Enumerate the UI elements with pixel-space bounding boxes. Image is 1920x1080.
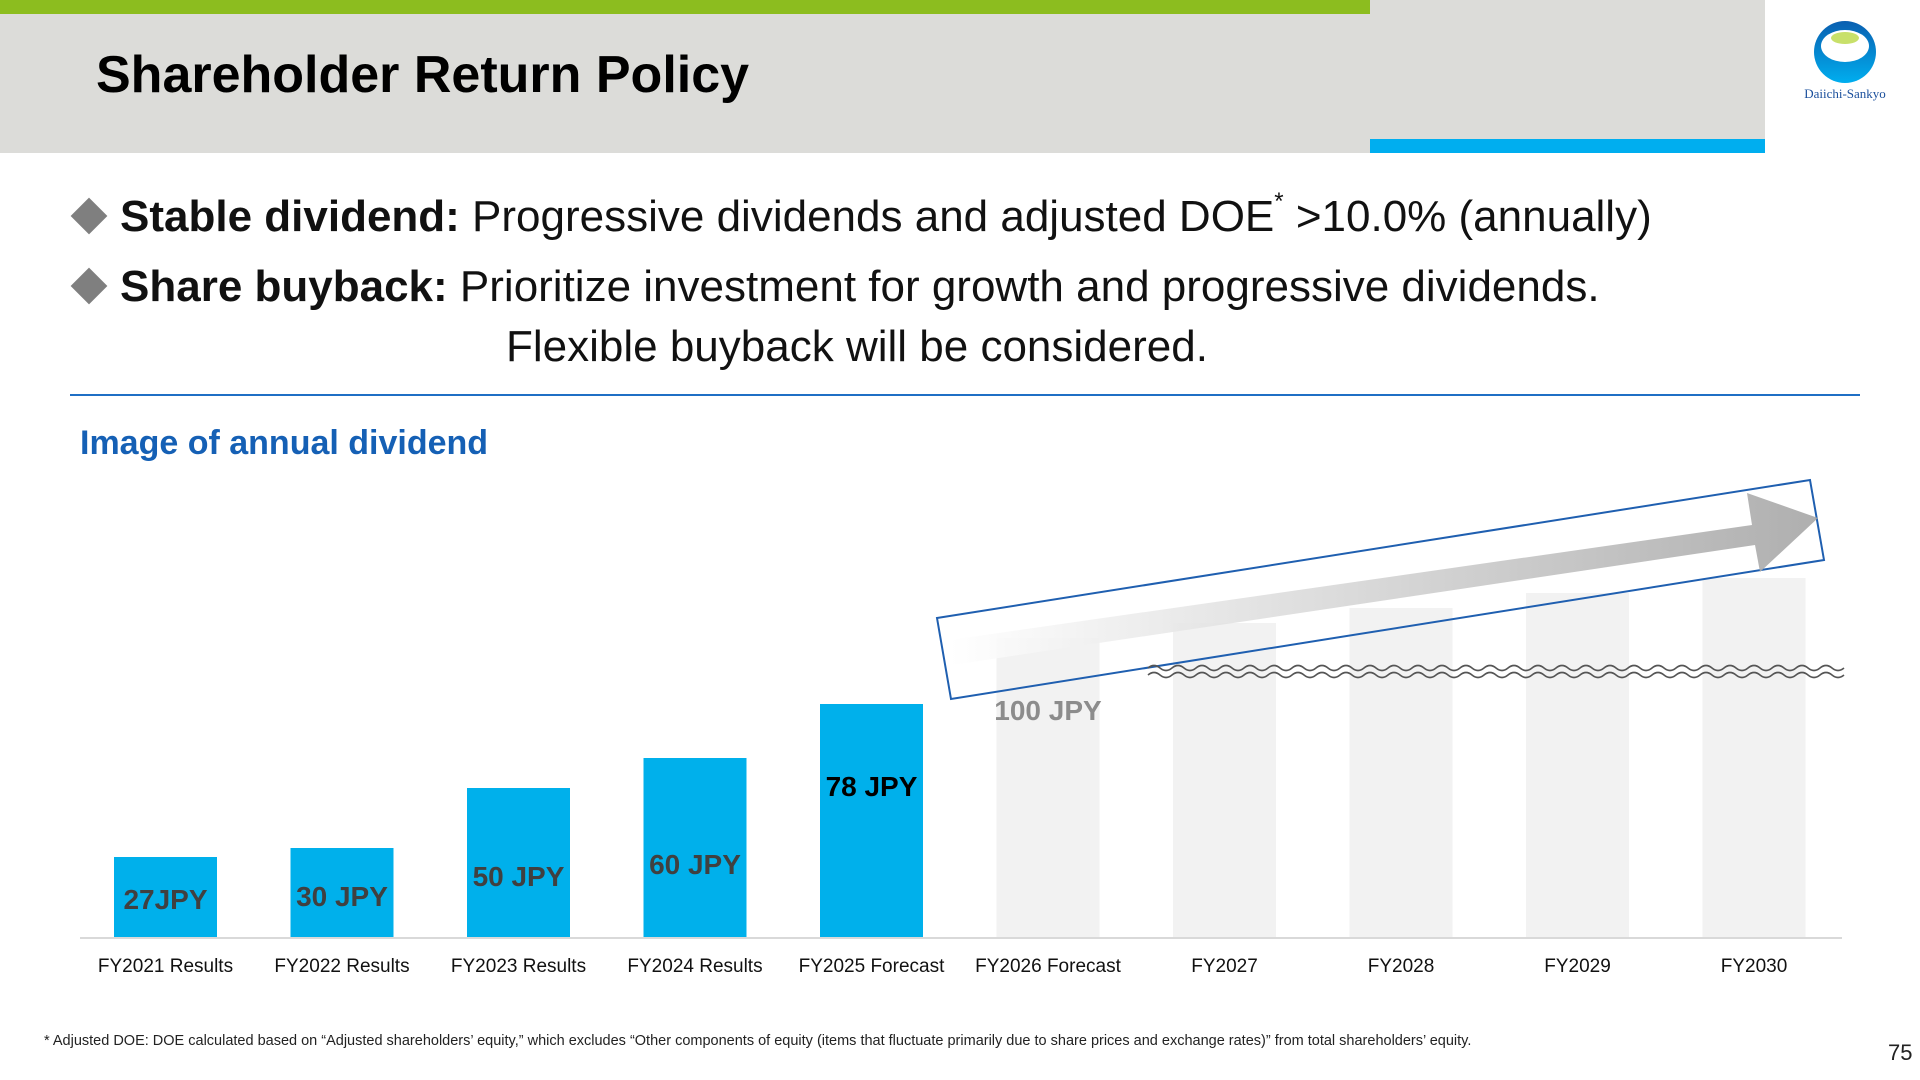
bullet-text: Prioritize investment for growth and pro…	[447, 262, 1600, 311]
bar-fy2026-forecast	[996, 638, 1100, 938]
x-tick-label: FY2024 Results	[627, 956, 762, 977]
section-divider	[70, 394, 1860, 396]
data-label: 30 JPY	[296, 881, 388, 912]
header-green-strip	[0, 0, 1370, 14]
data-label: 100 JPY	[994, 695, 1102, 726]
x-tick-label: FY2028	[1368, 956, 1435, 977]
trend-arrow-icon	[950, 493, 1818, 665]
bullet-text: Progressive dividends and adjusted DOE	[459, 192, 1275, 241]
bullet-continuation: Flexible buyback will be considered.	[506, 322, 1208, 371]
header-band	[0, 0, 1765, 153]
axis-break-line	[1147, 664, 1845, 672]
x-tick-label: FY2029	[1544, 956, 1611, 977]
bullet-text-after: >10.0% (annually)	[1283, 192, 1652, 241]
x-tick-label: FY2026 Forecast	[975, 956, 1121, 977]
bullet-share-buyback: Share buyback: Prioritize investment for…	[70, 262, 1600, 312]
x-tick-label: FY2023 Results	[451, 956, 586, 977]
x-tick-label: FY2022 Results	[274, 956, 409, 977]
bar-fy2022-results	[290, 848, 394, 938]
bar-fy2025-forecast	[820, 704, 923, 938]
page-number: 75	[1888, 1040, 1913, 1065]
data-label: 78 JPY	[826, 771, 918, 802]
bar-fy2030	[1702, 578, 1806, 938]
x-tick-label: FY2025 Forecast	[799, 956, 945, 977]
bar-fy2027	[1173, 623, 1276, 938]
footnote: * Adjusted DOE: DOE calculated based on …	[44, 1033, 1472, 1049]
bullet-superscript: *	[1274, 188, 1284, 215]
trend-box	[935, 478, 1826, 701]
bar-fy2024-results	[643, 758, 747, 938]
data-label: 50 JPY	[473, 861, 565, 892]
bullet-stable-dividend: Stable dividend: Progressive dividends a…	[70, 188, 1652, 242]
bullet-bold-label: Share buyback:	[120, 262, 448, 311]
x-tick-label: FY2021 Results	[98, 956, 233, 977]
data-label: 60 JPY	[649, 849, 741, 880]
logo-text: Daiichi-Sankyo	[1804, 86, 1886, 101]
chart-title: Image of annual dividend	[80, 424, 489, 462]
data-label: 27JPY	[123, 884, 207, 915]
bar-fy2028	[1349, 608, 1453, 938]
bar-fy2021-results	[114, 857, 217, 938]
bullet-bold-label: Stable dividend:	[120, 192, 460, 241]
header-blue-strip	[1370, 139, 1765, 153]
page-title: Shareholder Return Policy	[96, 46, 750, 104]
bar-fy2029	[1526, 593, 1629, 938]
bar-fy2023-results	[467, 788, 570, 938]
daiichi-sankyo-logo-icon	[1814, 21, 1876, 83]
axis-break-line	[1147, 671, 1845, 679]
x-tick-label: FY2030	[1721, 956, 1788, 977]
x-tick-label: FY2027	[1191, 956, 1258, 977]
